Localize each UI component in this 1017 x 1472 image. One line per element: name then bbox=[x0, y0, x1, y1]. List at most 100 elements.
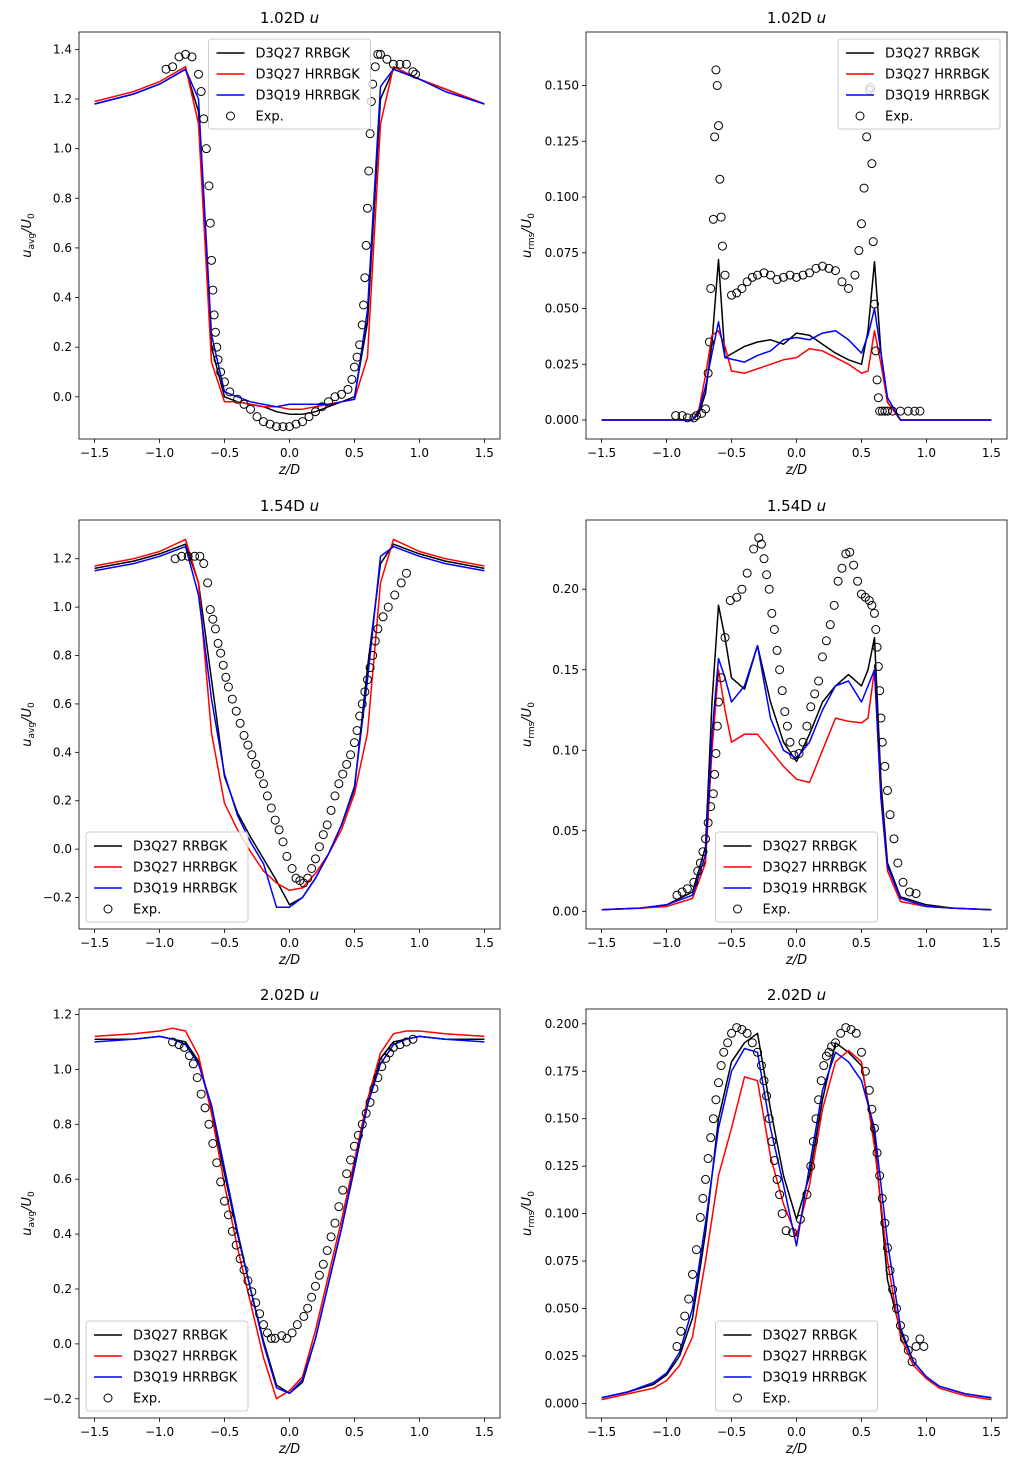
data-point bbox=[777, 686, 787, 696]
data-point bbox=[764, 584, 774, 594]
x-tick-label: −0.5 bbox=[717, 446, 746, 460]
data-point bbox=[205, 605, 215, 615]
legend-label: Exp. bbox=[763, 903, 791, 918]
data-point bbox=[829, 600, 839, 610]
data-point bbox=[753, 270, 763, 280]
x-tick-label: −1.5 bbox=[587, 446, 616, 460]
data-point bbox=[677, 411, 687, 421]
axes-frame bbox=[585, 1008, 1008, 1419]
x-tick-label: 0.5 bbox=[345, 936, 364, 950]
data-point bbox=[759, 554, 769, 564]
y-label-var: u bbox=[520, 739, 535, 747]
x-tick-label: −0.5 bbox=[210, 1425, 239, 1439]
data-point bbox=[769, 624, 779, 634]
y-tick-label: 0.025 bbox=[545, 357, 579, 371]
chart-panel-5: −1.5 −1.0 −0.5 0.0 0.5 1.0 1.5 −0.2 0.0 0.2 0.4 0.6… bbox=[20, 986, 501, 1457]
data-point bbox=[882, 786, 892, 796]
data-point bbox=[889, 834, 899, 844]
chart-title-variable: u bbox=[310, 497, 320, 515]
y-tick-label: 0.150 bbox=[545, 1112, 579, 1126]
x-tick-label: 1.0 bbox=[410, 936, 429, 950]
data-point bbox=[711, 65, 721, 75]
data-point bbox=[361, 240, 371, 250]
legend-entry-d3q19-hrrbgk: D3Q19 HRRBGK bbox=[216, 89, 360, 104]
y-tick-label: −0.2 bbox=[43, 1392, 72, 1406]
data-point bbox=[710, 132, 720, 142]
series-d3q27-hrrbgk-line bbox=[601, 330, 992, 421]
data-point bbox=[833, 576, 843, 586]
data-point bbox=[364, 166, 374, 176]
data-point bbox=[208, 285, 218, 295]
data-point bbox=[373, 49, 383, 59]
y-tick-label: 0.100 bbox=[545, 190, 579, 204]
data-point bbox=[373, 1073, 383, 1083]
y-label-den-sub: 0 bbox=[27, 702, 37, 708]
data-point bbox=[727, 290, 737, 300]
data-point bbox=[408, 1034, 418, 1044]
data-point bbox=[205, 218, 215, 228]
data-point bbox=[873, 662, 883, 672]
chart-title: 2.02D u bbox=[767, 986, 826, 1004]
data-point bbox=[266, 803, 276, 813]
data-point bbox=[717, 241, 727, 251]
data-point bbox=[382, 54, 392, 64]
legend-label: D3Q19 HRRBGK bbox=[763, 882, 868, 897]
data-point bbox=[689, 877, 699, 887]
x-tick-label: −1.0 bbox=[652, 1425, 681, 1439]
data-point bbox=[850, 270, 860, 280]
legend-marker bbox=[855, 111, 865, 121]
data-point bbox=[877, 737, 887, 747]
y-tick-label: 1.4 bbox=[53, 42, 72, 56]
data-point bbox=[871, 346, 881, 356]
data-point bbox=[203, 578, 213, 588]
data-point bbox=[213, 638, 223, 648]
y-label-den: /U bbox=[20, 219, 35, 234]
data-point bbox=[216, 367, 226, 377]
data-point bbox=[732, 592, 742, 602]
data-point bbox=[756, 539, 766, 549]
legend-label: D3Q27 RRBGK bbox=[763, 1329, 858, 1344]
y-tick-label: 0.200 bbox=[545, 1017, 579, 1031]
data-point bbox=[401, 59, 411, 69]
data-point bbox=[798, 737, 808, 747]
data-point bbox=[824, 263, 834, 273]
x-tick-label: −0.5 bbox=[717, 936, 746, 950]
legend-entry-d3q27-hrrbgk: D3Q27 HRRBGK bbox=[846, 68, 990, 83]
y-tick-label: 0.8 bbox=[53, 191, 72, 205]
data-point bbox=[220, 1196, 230, 1206]
legend-label: D3Q19 HRRBGK bbox=[133, 882, 238, 897]
y-label-sub: rms bbox=[527, 721, 537, 738]
data-point bbox=[714, 121, 724, 131]
series-d3q27-hrrbgk-line bbox=[94, 65, 485, 410]
data-point bbox=[225, 387, 235, 397]
x-tick-label: 1.5 bbox=[982, 936, 1001, 950]
x-tick-label: 1.5 bbox=[475, 936, 494, 950]
data-point bbox=[701, 1174, 711, 1184]
data-point bbox=[239, 730, 249, 740]
data-point bbox=[212, 1158, 222, 1168]
data-point bbox=[843, 283, 853, 293]
data-point bbox=[684, 1294, 694, 1304]
legend-label: D3Q27 RRBGK bbox=[133, 1329, 228, 1344]
data-point bbox=[691, 411, 701, 421]
data-point bbox=[711, 748, 721, 758]
y-tick-label: 0.20 bbox=[552, 582, 579, 596]
y-tick-label: 0.075 bbox=[545, 246, 579, 260]
series-exp-points bbox=[671, 65, 925, 423]
y-label-den: /U bbox=[20, 1197, 35, 1212]
data-point bbox=[181, 49, 191, 59]
y-label-var: u bbox=[520, 250, 535, 258]
data-point bbox=[390, 590, 400, 600]
y-label-var: u bbox=[520, 1228, 535, 1236]
data-point bbox=[775, 665, 785, 675]
data-point bbox=[716, 212, 726, 222]
x-tick-label: 0.5 bbox=[852, 446, 871, 460]
y-axis-label: uavg/U0 bbox=[20, 213, 37, 258]
x-tick-label: −1.5 bbox=[587, 936, 616, 950]
data-point bbox=[304, 412, 314, 422]
data-point bbox=[830, 1038, 840, 1048]
y-tick-label: 0.025 bbox=[545, 1349, 579, 1363]
data-point bbox=[671, 411, 681, 421]
chart-title-variable: u bbox=[310, 9, 320, 27]
